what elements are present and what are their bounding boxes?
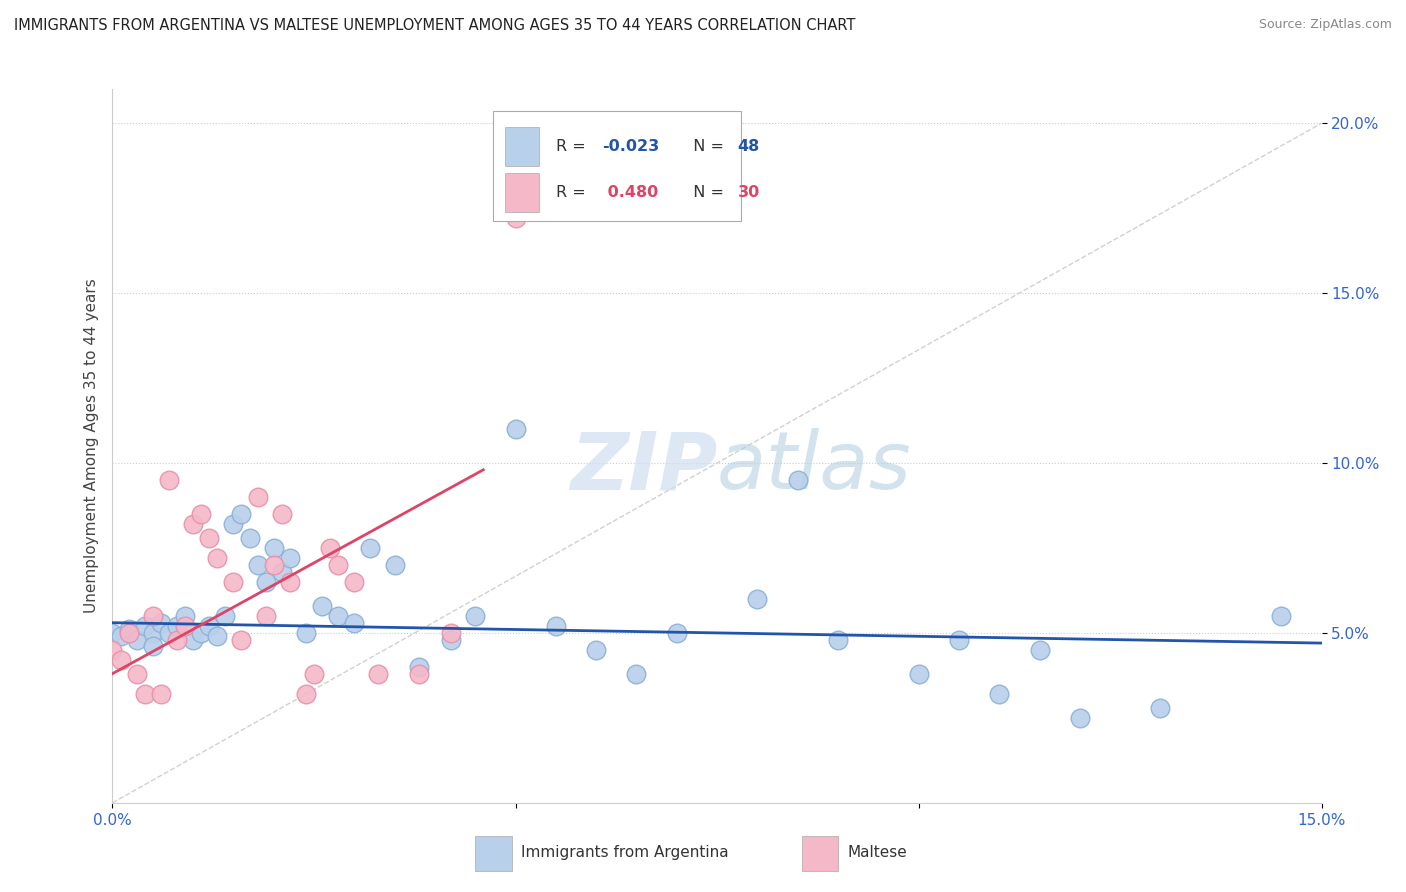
Text: R =: R = — [557, 139, 591, 153]
Point — [270, 507, 292, 521]
Point — [149, 687, 172, 701]
Point — [142, 640, 165, 654]
Point — [464, 608, 486, 623]
Point — [440, 632, 463, 647]
Point — [246, 558, 269, 572]
Text: Immigrants from Argentina: Immigrants from Argentina — [522, 846, 728, 860]
Point — [214, 608, 236, 623]
Point — [207, 551, 229, 566]
Point — [626, 666, 648, 681]
Point — [665, 626, 688, 640]
Point — [174, 619, 197, 633]
Point — [125, 666, 148, 681]
Text: atlas: atlas — [717, 428, 912, 507]
Point — [544, 619, 567, 633]
Point — [278, 551, 301, 566]
Point — [198, 531, 221, 545]
Point — [222, 574, 245, 589]
Point — [270, 565, 292, 579]
Point — [101, 626, 124, 640]
Point — [295, 687, 318, 701]
Point — [988, 687, 1011, 701]
Point — [110, 653, 132, 667]
Point — [948, 632, 970, 647]
Point — [328, 608, 350, 623]
Point — [231, 632, 253, 647]
Point — [302, 666, 325, 681]
Text: 48: 48 — [738, 139, 759, 153]
Point — [142, 608, 165, 623]
FancyBboxPatch shape — [506, 173, 540, 212]
Point — [174, 608, 197, 623]
Point — [440, 626, 463, 640]
Point — [786, 473, 808, 487]
Point — [295, 626, 318, 640]
Point — [110, 629, 132, 643]
Point — [1028, 643, 1050, 657]
Point — [181, 632, 204, 647]
Point — [246, 490, 269, 504]
Point — [117, 623, 139, 637]
Point — [117, 626, 139, 640]
Point — [263, 558, 285, 572]
Point — [505, 211, 527, 226]
Text: 0.480: 0.480 — [602, 186, 658, 200]
Point — [311, 599, 333, 613]
Text: N =: N = — [683, 186, 730, 200]
FancyBboxPatch shape — [801, 837, 838, 871]
Point — [827, 632, 849, 647]
Point — [367, 666, 389, 681]
Point — [238, 531, 260, 545]
Point — [166, 632, 188, 647]
Y-axis label: Unemployment Among Ages 35 to 44 years: Unemployment Among Ages 35 to 44 years — [83, 278, 98, 614]
Point — [198, 619, 221, 633]
Text: IMMIGRANTS FROM ARGENTINA VS MALTESE UNEMPLOYMENT AMONG AGES 35 TO 44 YEARS CORR: IMMIGRANTS FROM ARGENTINA VS MALTESE UNE… — [14, 18, 855, 33]
Point — [207, 629, 229, 643]
Text: 30: 30 — [738, 186, 759, 200]
Point — [157, 473, 180, 487]
Text: N =: N = — [683, 139, 730, 153]
Point — [1069, 711, 1091, 725]
Text: Source: ZipAtlas.com: Source: ZipAtlas.com — [1258, 18, 1392, 31]
Point — [134, 619, 156, 633]
Point — [231, 507, 253, 521]
Point — [343, 574, 366, 589]
Point — [384, 558, 406, 572]
Point — [190, 626, 212, 640]
Point — [585, 643, 607, 657]
Point — [134, 687, 156, 701]
Point — [278, 574, 301, 589]
Point — [359, 541, 381, 555]
Point — [181, 517, 204, 532]
Point — [328, 558, 350, 572]
Point — [408, 660, 430, 674]
Point — [125, 632, 148, 647]
Point — [343, 615, 366, 630]
Point — [101, 643, 124, 657]
Point — [149, 615, 172, 630]
Point — [263, 541, 285, 555]
Point — [747, 591, 769, 606]
Point — [319, 541, 342, 555]
Text: Maltese: Maltese — [848, 846, 907, 860]
Point — [166, 619, 188, 633]
Point — [1149, 700, 1171, 714]
Point — [408, 666, 430, 681]
Text: ZIP: ZIP — [569, 428, 717, 507]
FancyBboxPatch shape — [506, 127, 540, 166]
Text: -0.023: -0.023 — [602, 139, 659, 153]
Point — [222, 517, 245, 532]
Point — [190, 507, 212, 521]
Point — [254, 608, 277, 623]
Point — [157, 626, 180, 640]
Point — [142, 626, 165, 640]
FancyBboxPatch shape — [475, 837, 512, 871]
FancyBboxPatch shape — [494, 111, 741, 221]
Point — [505, 422, 527, 436]
Point — [254, 574, 277, 589]
Point — [907, 666, 929, 681]
Point — [1270, 608, 1292, 623]
Text: R =: R = — [557, 186, 591, 200]
